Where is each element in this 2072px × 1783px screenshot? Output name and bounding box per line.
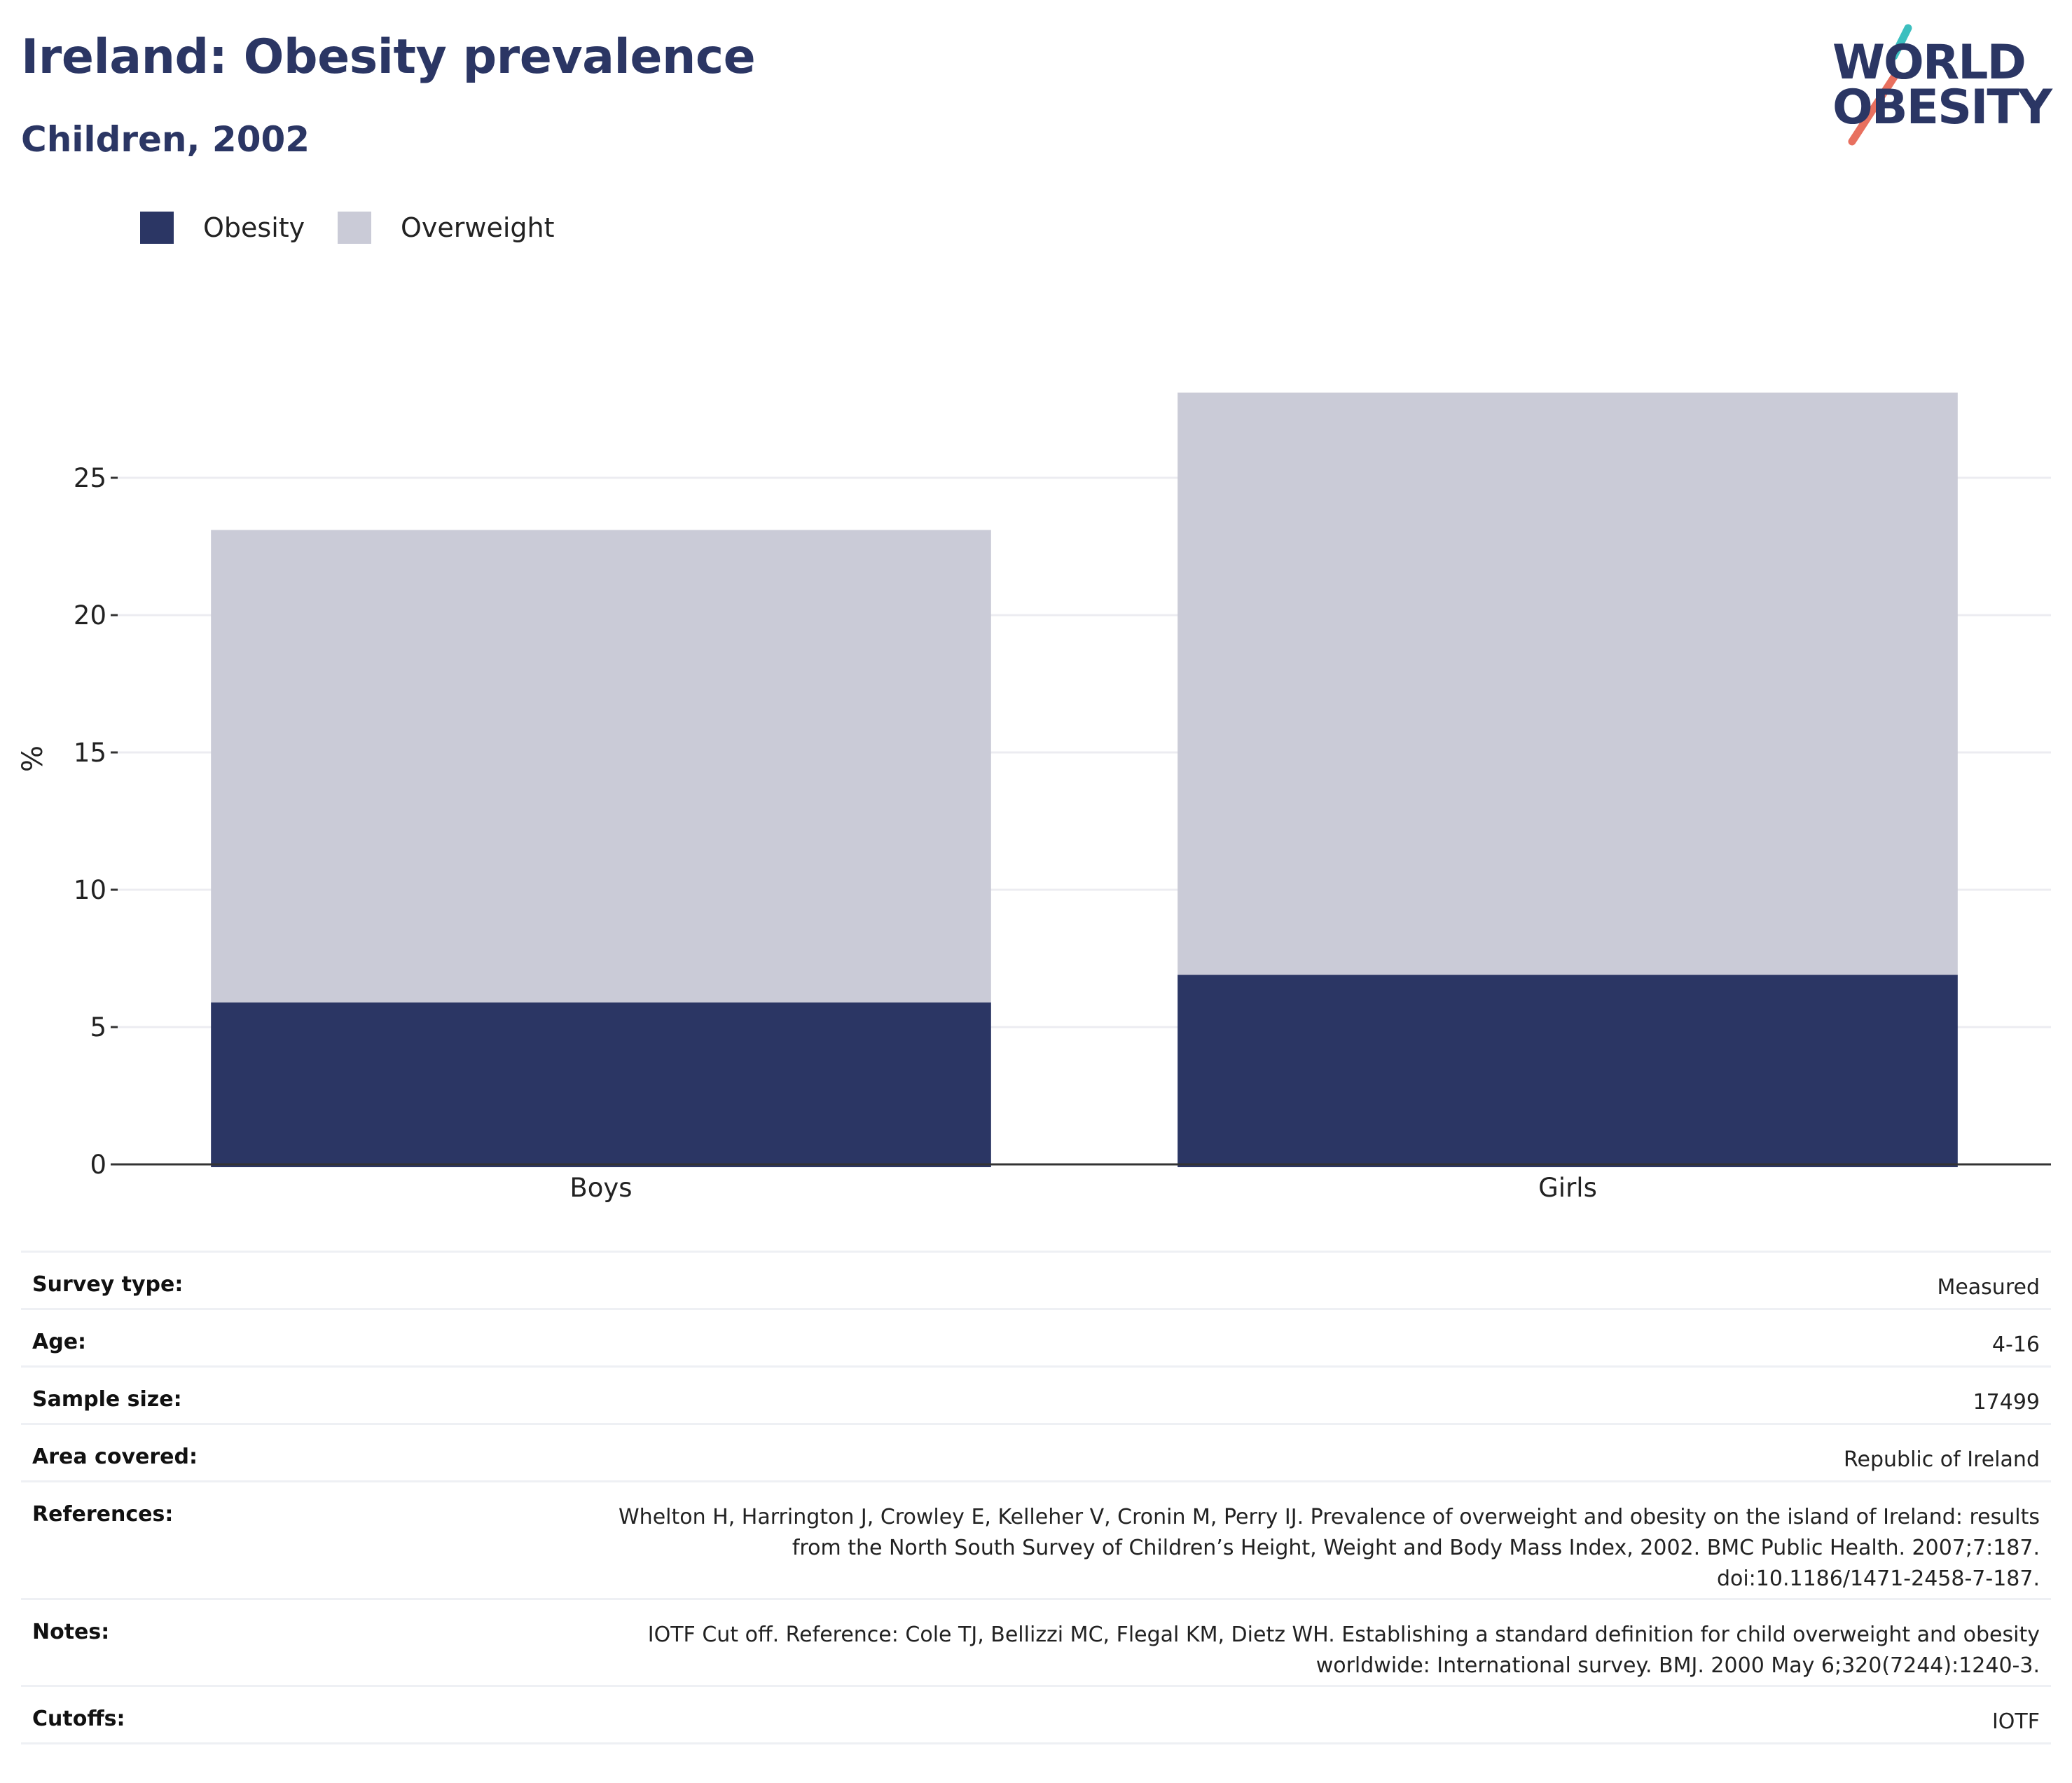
info-row-age: Age: 4-16 xyxy=(21,1308,2051,1365)
x-tick-boys: Boys xyxy=(569,1173,632,1203)
legend-label-obesity: Obesity xyxy=(203,212,305,243)
info-value: Whelton H, Harrington J, Crowley E, Kell… xyxy=(619,1502,2040,1595)
stacked-bar-chart: 0 5 10 15 20 25 Boys Girls % xyxy=(17,392,2051,1203)
info-label: Notes: xyxy=(32,1620,110,1644)
info-row-survey-type: Survey type: Measured xyxy=(21,1251,2051,1308)
survey-info-table: Survey type: Measured Age: 4-16 Sample size:… xyxy=(21,1251,2051,1744)
world-obesity-logo: WORLD OBESITY xyxy=(1821,14,2059,154)
info-value-line: 4-16 xyxy=(1991,1333,2040,1357)
info-table-bottom-border xyxy=(21,1742,2051,1744)
info-label: Age: xyxy=(32,1330,87,1354)
bar-girls-obesity[interactable] xyxy=(1177,975,1958,1167)
info-row-notes: Notes: IOTF Cut off. Reference: Cole TJ, … xyxy=(21,1598,2051,1685)
info-row-cutoffs: Cutoffs: IOTF xyxy=(21,1685,2051,1742)
info-value-line: worldwide: International survey. BMJ. 20… xyxy=(1315,1653,2040,1678)
info-label: Cutoffs: xyxy=(32,1707,125,1731)
info-label: Sample size: xyxy=(32,1387,182,1412)
chart-title: Ireland: Obesity prevalence xyxy=(21,29,756,85)
info-label: Survey type: xyxy=(32,1272,184,1297)
y-axis-title: % xyxy=(17,745,49,772)
x-tick-labels: Boys Girls xyxy=(569,1173,1596,1203)
info-value-line: doi:10.1186/1471-2458-7-187. xyxy=(1716,1567,2040,1591)
chart-subtitle: Children, 2002 xyxy=(21,119,310,160)
info-label: Area covered: xyxy=(32,1445,198,1469)
bar-boys-overweight[interactable] xyxy=(211,530,991,1003)
logo-word-world: WORLD xyxy=(1832,35,2026,90)
legend-swatch-overweight xyxy=(338,212,371,244)
bar-boys-obesity[interactable] xyxy=(211,1002,991,1167)
info-value-line: 17499 xyxy=(1973,1390,2040,1414)
legend-item-obesity[interactable]: Obesity xyxy=(140,210,305,245)
logo-word-obesity: OBESITY xyxy=(1832,80,2052,135)
bar-girls-overweight[interactable] xyxy=(1177,392,1958,975)
info-value-line: IOTF Cut off. Reference: Cole TJ, Belliz… xyxy=(647,1623,2040,1647)
info-value: Measured xyxy=(1937,1272,2040,1303)
info-value-line: from the North South Survey of Children’… xyxy=(792,1536,2040,1560)
info-row-references: References: Whelton H, Harrington J, Crow… xyxy=(21,1480,2051,1598)
info-value-line: Republic of Ireland xyxy=(1844,1447,2040,1472)
info-value: Republic of Ireland xyxy=(1844,1445,2040,1475)
info-value-line: Measured xyxy=(1937,1275,2040,1300)
info-value-line: Whelton H, Harrington J, Crowley E, Kell… xyxy=(619,1505,2040,1529)
y-tick-20: 20 xyxy=(74,600,106,631)
legend-item-overweight[interactable]: Overweight xyxy=(338,210,555,245)
y-tick-0: 0 xyxy=(90,1150,106,1180)
legend-swatch-obesity xyxy=(140,212,174,244)
y-tick-5: 5 xyxy=(90,1012,106,1042)
y-tick-15: 15 xyxy=(74,738,106,768)
info-label: References: xyxy=(32,1502,174,1527)
info-row-area-covered: Area covered: Republic of Ireland xyxy=(21,1423,2051,1480)
legend-label-overweight: Overweight xyxy=(401,212,555,243)
info-value: 17499 xyxy=(1973,1387,2040,1418)
bars xyxy=(211,392,1958,1167)
info-value-line: IOTF xyxy=(1991,1709,2040,1734)
logo-slash-icon xyxy=(1848,24,1912,146)
info-row-sample-size: Sample size: 17499 xyxy=(21,1365,2051,1423)
y-tick-labels: 0 5 10 15 20 25 xyxy=(74,463,118,1180)
y-tick-25: 25 xyxy=(74,463,106,493)
info-value: 4-16 xyxy=(1992,1330,2040,1361)
x-tick-girls: Girls xyxy=(1538,1173,1597,1203)
info-value: IOTF Cut off. Reference: Cole TJ, Belliz… xyxy=(648,1620,2040,1681)
y-tick-10: 10 xyxy=(74,875,106,905)
info-value: IOTF xyxy=(1992,1707,2040,1737)
